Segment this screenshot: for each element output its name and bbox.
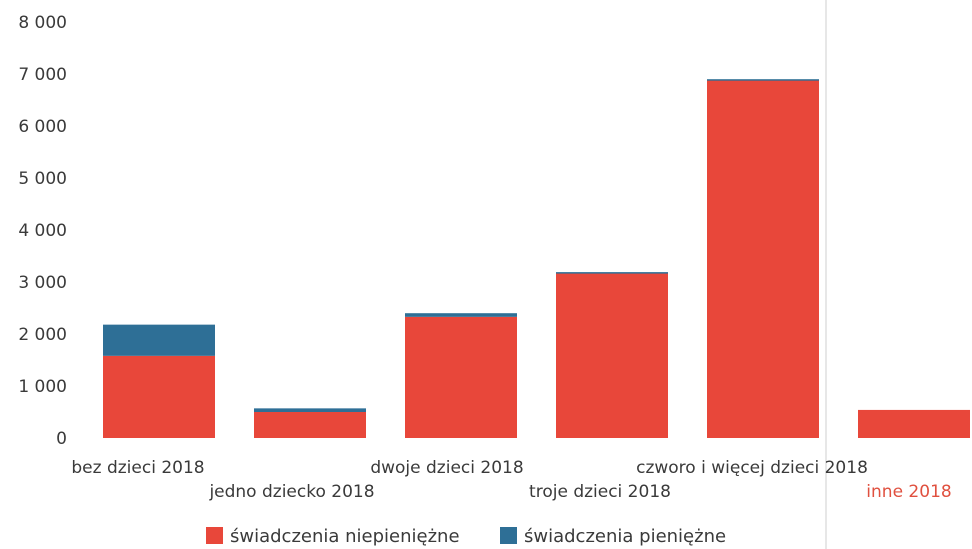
- bar-segment: [254, 412, 366, 438]
- x-category-label: jedno dziecko 2018: [208, 482, 374, 502]
- y-tick-label: 0: [56, 429, 67, 449]
- bar-segment: [405, 316, 517, 438]
- bar-segment: [707, 79, 819, 81]
- y-tick-label: 1 000: [18, 377, 67, 397]
- bar-segment: [405, 313, 517, 317]
- y-tick-label: 4 000: [18, 221, 67, 241]
- x-category-label: dwoje dzieci 2018: [370, 458, 523, 478]
- bar-segment: [556, 272, 668, 274]
- legend-label-niepieniezne: świadczenia niepieniężne: [230, 526, 460, 547]
- x-category-label: czworo i więcej dzieci 2018: [636, 458, 868, 478]
- bar-segment: [103, 355, 215, 438]
- bars: [103, 79, 970, 439]
- legend: świadczenia niepieniężne świadczenia pie…: [206, 526, 726, 547]
- legend-swatch-niepieniezne: [206, 527, 223, 544]
- bar-segment: [858, 409, 970, 438]
- y-tick-label: 3 000: [18, 273, 67, 293]
- y-tick-label: 6 000: [18, 117, 67, 137]
- legend-label-pieniezne: świadczenia pieniężne: [524, 526, 726, 547]
- y-tick-label: 5 000: [18, 169, 67, 189]
- bar-segment: [707, 80, 819, 439]
- x-category-label: inne 2018: [866, 482, 951, 502]
- bar-segment: [556, 272, 668, 438]
- y-tick-label: 2 000: [18, 325, 67, 345]
- y-tick-label: 7 000: [18, 65, 67, 85]
- y-tick-label: 8 000: [18, 13, 67, 33]
- bar-segment: [254, 408, 366, 412]
- legend-swatch-pieniezne: [500, 527, 517, 544]
- bar-segment: [103, 324, 215, 356]
- x-category-label: bez dzieci 2018: [71, 458, 204, 478]
- x-category-label: troje dzieci 2018: [529, 482, 671, 502]
- y-axis-ticks: 0 1 000 2 000 3 000 4 000 5 000 6 000 7 000 8 00…: [18, 13, 67, 449]
